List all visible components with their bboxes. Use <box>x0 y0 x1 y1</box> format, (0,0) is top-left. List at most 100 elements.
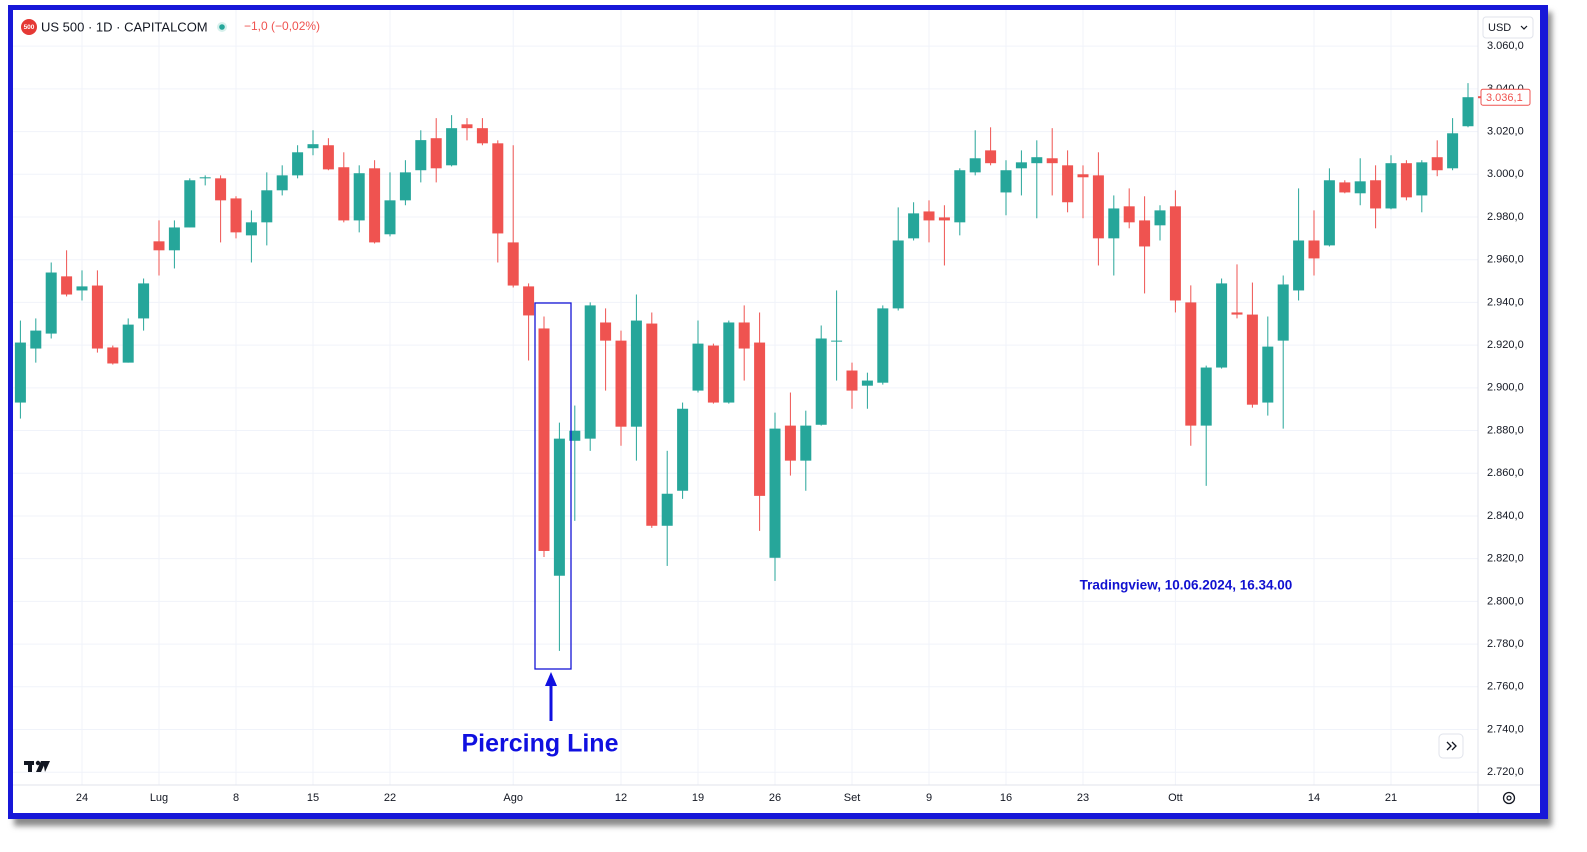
candle-body <box>754 342 766 496</box>
candle-body <box>492 143 504 234</box>
candle-body <box>969 158 981 173</box>
y-tick-label: 2.880,0 <box>1487 424 1524 436</box>
candle-body <box>985 150 997 164</box>
candle-body <box>76 286 88 291</box>
y-tick-label: 3.060,0 <box>1487 40 1524 52</box>
pattern-arrow-head <box>545 672 557 686</box>
candle-body <box>1092 175 1104 239</box>
candle-body <box>1015 162 1027 169</box>
y-tick-label: 2.820,0 <box>1487 553 1524 565</box>
candle-body <box>107 347 119 364</box>
candle-body <box>954 170 966 223</box>
candle-body <box>1400 163 1412 198</box>
candle-body <box>353 173 365 221</box>
candle-body <box>199 177 211 179</box>
candle-body <box>661 493 673 526</box>
candle-body <box>430 138 442 169</box>
candle-body <box>923 211 935 221</box>
candle-body <box>45 272 57 334</box>
last-price-label: 3.036,1 <box>1486 92 1523 104</box>
candle-body <box>1431 157 1443 171</box>
candle-body <box>738 322 750 349</box>
x-tick-label: 23 <box>1077 792 1089 804</box>
symbol-badge <box>21 19 37 35</box>
candle-body <box>415 140 427 171</box>
candle-body <box>30 330 42 349</box>
candle-body <box>1046 158 1058 164</box>
candle-body <box>908 213 920 239</box>
candle-body <box>831 340 843 342</box>
y-tick-label: 2.960,0 <box>1487 254 1524 266</box>
x-tick-label: 24 <box>76 792 88 804</box>
candle-body <box>1293 240 1305 291</box>
y-tick-label: 2.860,0 <box>1487 467 1524 479</box>
scroll-icon <box>1446 741 1457 751</box>
candle-body <box>507 242 519 286</box>
candle-body <box>446 128 458 166</box>
candle-body <box>523 286 535 316</box>
y-tick-label: 2.940,0 <box>1487 296 1524 308</box>
candle-body <box>1385 163 1397 209</box>
candle-body <box>553 438 565 576</box>
y-tick-label: 2.740,0 <box>1487 723 1524 735</box>
candle-body <box>369 168 381 243</box>
candle-body <box>261 190 273 223</box>
y-tick-label: 3.000,0 <box>1487 168 1524 180</box>
candle-body <box>846 370 858 391</box>
y-tick-label: 2.840,0 <box>1487 510 1524 522</box>
candle-body <box>1262 346 1274 403</box>
candle-body <box>138 283 150 319</box>
candle-body <box>769 428 781 558</box>
y-tick-label: 2.980,0 <box>1487 211 1524 223</box>
y-tick-label: 2.760,0 <box>1487 681 1524 693</box>
candle-body <box>1462 97 1474 127</box>
y-tick-label: 2.920,0 <box>1487 339 1524 351</box>
candle-body <box>1139 220 1151 247</box>
candle-body <box>91 285 103 349</box>
candle-body <box>1123 206 1135 223</box>
candle-body <box>399 172 411 201</box>
candle-body <box>1200 367 1212 426</box>
source-note: Tradingview, 10.06.2024, 16.34.00 <box>1080 578 1293 593</box>
gear-ring <box>1502 791 1516 805</box>
y-tick-label: 2.780,0 <box>1487 638 1524 650</box>
logo-part <box>35 760 41 766</box>
candle-body <box>1308 240 1320 259</box>
symbol-badge-text: 500 <box>24 24 35 31</box>
candle-body <box>584 305 596 439</box>
candle-body <box>692 343 704 391</box>
candle-body <box>630 320 642 427</box>
x-tick-label: 16 <box>1000 792 1012 804</box>
candle-body <box>938 217 950 221</box>
candle-body <box>230 198 242 233</box>
candle-body <box>877 308 889 383</box>
candle-body <box>215 178 227 201</box>
currency-chevron <box>1520 25 1528 30</box>
x-tick-label: 21 <box>1385 792 1397 804</box>
currency-select[interactable] <box>1482 16 1534 39</box>
candle-body <box>784 425 796 461</box>
y-tick-label: 3.020,0 <box>1487 125 1524 137</box>
candle-body <box>1108 208 1120 239</box>
chart-area <box>13 10 1540 813</box>
candle-body <box>1231 312 1243 315</box>
candle-body <box>800 425 812 461</box>
axes: 3.060,03.040,03.020,03.000,02.980,02.960… <box>13 10 1540 813</box>
candle-body <box>723 322 735 403</box>
candle-body <box>1062 165 1074 203</box>
settings-button[interactable] <box>1502 791 1516 805</box>
candle-body <box>1354 181 1366 194</box>
candle-body <box>1169 206 1181 301</box>
price-change: −1,0 (−0,02%) <box>244 19 320 33</box>
candle-body <box>1277 284 1289 341</box>
symbol-title[interactable]: US 500 · 1D · CAPITALCOM <box>41 19 208 34</box>
y-tick-label: 2.800,0 <box>1487 595 1524 607</box>
candle-body <box>14 342 26 403</box>
candle-body <box>1447 133 1459 169</box>
x-tick-label: 22 <box>384 792 396 804</box>
candle-body <box>1216 283 1228 368</box>
tv-logo[interactable] <box>24 760 50 772</box>
candle-body <box>276 175 288 191</box>
candle-body <box>677 408 689 491</box>
